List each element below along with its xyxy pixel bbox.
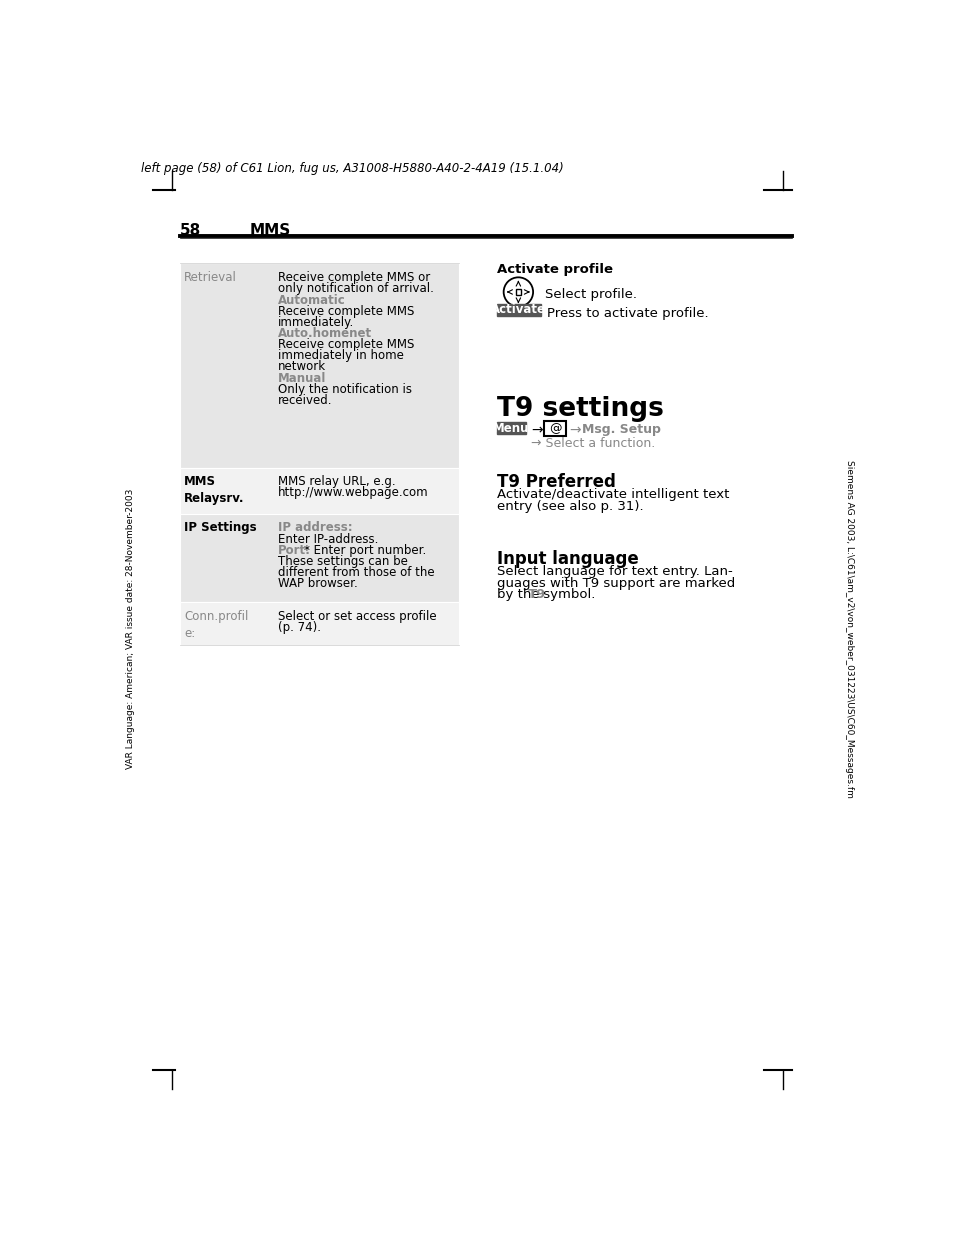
Text: Activate/deactivate intelligent text: Activate/deactivate intelligent text xyxy=(497,488,728,501)
Text: Automatic: Automatic xyxy=(278,294,346,307)
Text: IP Settings: IP Settings xyxy=(184,521,256,535)
Text: MMS relay URL, e.g.: MMS relay URL, e.g. xyxy=(278,475,395,488)
Text: Siemens AG 2003, L:\C61\am_v2\von_weber_031223\US\C60_Messages.fm: Siemens AG 2003, L:\C61\am_v2\von_weber_… xyxy=(844,460,853,799)
Text: immediately.: immediately. xyxy=(278,315,354,329)
Text: VAR Language: American; VAR issue date: 28-November-2003: VAR Language: American; VAR issue date: … xyxy=(126,488,134,770)
Text: These settings can be: These settings can be xyxy=(278,554,408,568)
Text: different from those of the: different from those of the xyxy=(278,566,435,579)
Text: Receive complete MMS or: Receive complete MMS or xyxy=(278,272,430,284)
Text: Select or set access profile: Select or set access profile xyxy=(278,611,436,623)
Text: T9 Preferred: T9 Preferred xyxy=(497,473,615,491)
Text: @: @ xyxy=(548,422,561,435)
Text: T9 settings: T9 settings xyxy=(497,396,663,422)
Text: http://www.webpage.com: http://www.webpage.com xyxy=(278,486,428,500)
Text: Port:: Port: xyxy=(278,543,311,557)
Text: Manual: Manual xyxy=(278,371,326,385)
Text: only notification of arrival.: only notification of arrival. xyxy=(278,283,434,295)
Text: by the: by the xyxy=(497,588,543,602)
Text: left page (58) of C61 Lion, fug us, A31008-H5880-A40-2-4A19 (15.1.04): left page (58) of C61 Lion, fug us, A310… xyxy=(141,162,563,174)
Text: T9: T9 xyxy=(527,588,545,602)
FancyBboxPatch shape xyxy=(497,422,525,435)
FancyBboxPatch shape xyxy=(179,263,458,467)
Text: Input language: Input language xyxy=(497,549,638,568)
Text: IP address:: IP address: xyxy=(278,521,353,535)
Text: WAP browser.: WAP browser. xyxy=(278,577,357,591)
Text: → Select a function.: → Select a function. xyxy=(530,437,655,450)
FancyBboxPatch shape xyxy=(179,602,458,644)
Text: →: → xyxy=(530,424,542,437)
Text: Conn.profil
e:: Conn.profil e: xyxy=(184,611,249,640)
Text: Activate: Activate xyxy=(491,303,546,316)
Text: →: → xyxy=(569,424,580,437)
Text: Retrieval: Retrieval xyxy=(184,272,237,284)
Text: guages with T9 support are marked: guages with T9 support are marked xyxy=(497,577,734,589)
Text: entry (see also p. 31).: entry (see also p. 31). xyxy=(497,500,642,513)
FancyBboxPatch shape xyxy=(179,467,458,513)
Text: (p. 74).: (p. 74). xyxy=(278,622,321,634)
Text: immediately in home: immediately in home xyxy=(278,349,403,363)
FancyBboxPatch shape xyxy=(179,513,458,602)
Text: Msg. Setup: Msg. Setup xyxy=(581,422,660,436)
Text: MMS
Relaysrv.: MMS Relaysrv. xyxy=(184,475,245,505)
Text: Activate profile: Activate profile xyxy=(497,263,612,277)
Text: * Enter port number.: * Enter port number. xyxy=(303,543,425,557)
Text: Menu: Menu xyxy=(493,421,529,435)
Text: MMS: MMS xyxy=(249,223,291,238)
Text: Select language for text entry. Lan-: Select language for text entry. Lan- xyxy=(497,566,732,578)
Text: Auto.homenet: Auto.homenet xyxy=(278,326,372,340)
Text: received.: received. xyxy=(278,394,333,407)
Text: Select profile.: Select profile. xyxy=(544,288,636,302)
Text: symbol.: symbol. xyxy=(538,588,595,602)
Text: Press to activate profile.: Press to activate profile. xyxy=(546,307,708,320)
Text: Enter IP-address.: Enter IP-address. xyxy=(278,532,378,546)
FancyBboxPatch shape xyxy=(497,304,540,315)
Text: network: network xyxy=(278,360,326,374)
Text: 58: 58 xyxy=(179,223,201,238)
Text: Receive complete MMS: Receive complete MMS xyxy=(278,338,414,351)
Text: Only the notification is: Only the notification is xyxy=(278,383,412,396)
Text: Receive complete MMS: Receive complete MMS xyxy=(278,305,414,318)
